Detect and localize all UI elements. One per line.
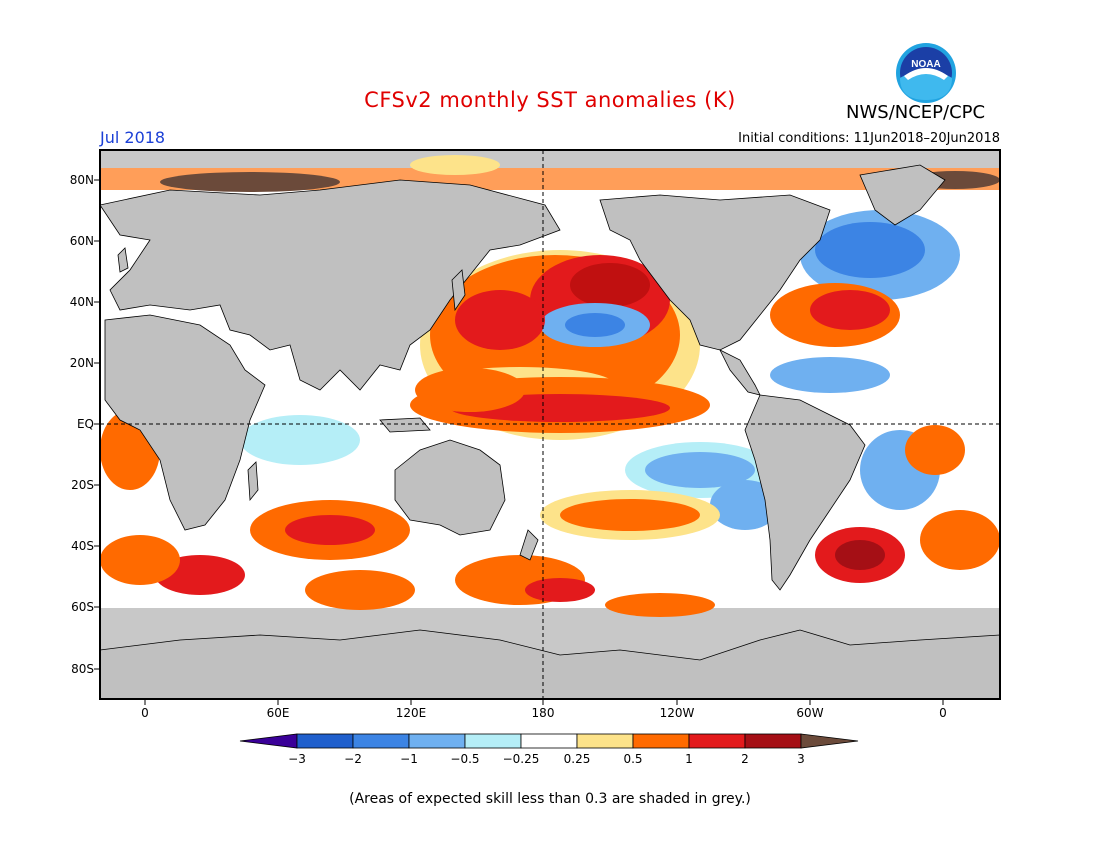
colorbar-swatch	[296, 733, 354, 749]
colorbar	[239, 733, 859, 749]
skill-footnote: (Areas of expected skill less than 0.3 a…	[349, 791, 751, 807]
lat-label: 80N	[69, 173, 94, 187]
colorbar-swatch	[800, 733, 859, 749]
lat-label: 20N	[69, 356, 94, 370]
colorbar-swatch	[688, 733, 746, 749]
colorbar-label: 0.25	[563, 752, 591, 766]
lat-label: 60N	[69, 234, 94, 248]
lat-label: EQ	[76, 417, 94, 431]
colorbar-swatch	[408, 733, 466, 749]
colorbar-swatch	[744, 733, 802, 749]
north-atlantic-anomaly	[770, 210, 960, 393]
logo-text: NOAA	[911, 59, 940, 70]
lat-label: 40N	[69, 295, 94, 309]
lon-label: 0	[141, 706, 149, 720]
colorbar-label: 2	[741, 752, 749, 766]
colorbar-swatch	[464, 733, 522, 749]
lon-label: 120W	[659, 706, 695, 720]
lon-label: 180	[531, 706, 555, 720]
lat-label: 40S	[71, 539, 94, 553]
colorbar-label: −2	[344, 752, 362, 766]
southern-ocean-anomaly	[100, 410, 715, 617]
colorbar-label: −1	[400, 752, 418, 766]
noaa-logo: NOAA	[895, 42, 957, 108]
colorbar-swatch	[632, 733, 690, 749]
colorbar-label: −0.25	[502, 752, 540, 766]
lat-label: 80S	[71, 662, 94, 676]
lon-label: 60W	[796, 706, 824, 720]
lon-label: 60E	[266, 706, 290, 720]
land	[100, 164, 1000, 699]
forecast-month: Jul 2018	[100, 128, 166, 147]
initial-conditions: Initial conditions: 11Jun2018–20Jun2018	[738, 131, 1000, 146]
equatorial-pacific-anomaly	[410, 368, 710, 433]
low-skill-region	[100, 150, 1000, 168]
colorbar-label: 3	[797, 752, 805, 766]
colorbar-swatch	[576, 733, 634, 749]
colorbar-label: −3	[288, 752, 306, 766]
colorbar-swatch	[239, 733, 298, 749]
colorbar-swatch	[352, 733, 410, 749]
south-atlantic-anomaly	[815, 425, 1000, 583]
lon-label: 120E	[395, 706, 427, 720]
colorbar-swatch	[520, 733, 578, 749]
colorbar-label: −0.5	[450, 752, 480, 766]
lat-label: 20S	[71, 478, 94, 492]
colorbar-label: 1	[685, 752, 693, 766]
southeast-pacific-anomaly	[540, 442, 780, 540]
map-title: CFSv2 monthly SST anomalies (K)	[364, 88, 736, 112]
axis-ticks	[94, 179, 944, 705]
lon-label: 0	[939, 706, 947, 720]
lat-label: 60S	[71, 600, 94, 614]
agency-label: NWS/NCEP/CPC	[846, 102, 986, 123]
colorbar-label: 0.5	[623, 752, 643, 766]
